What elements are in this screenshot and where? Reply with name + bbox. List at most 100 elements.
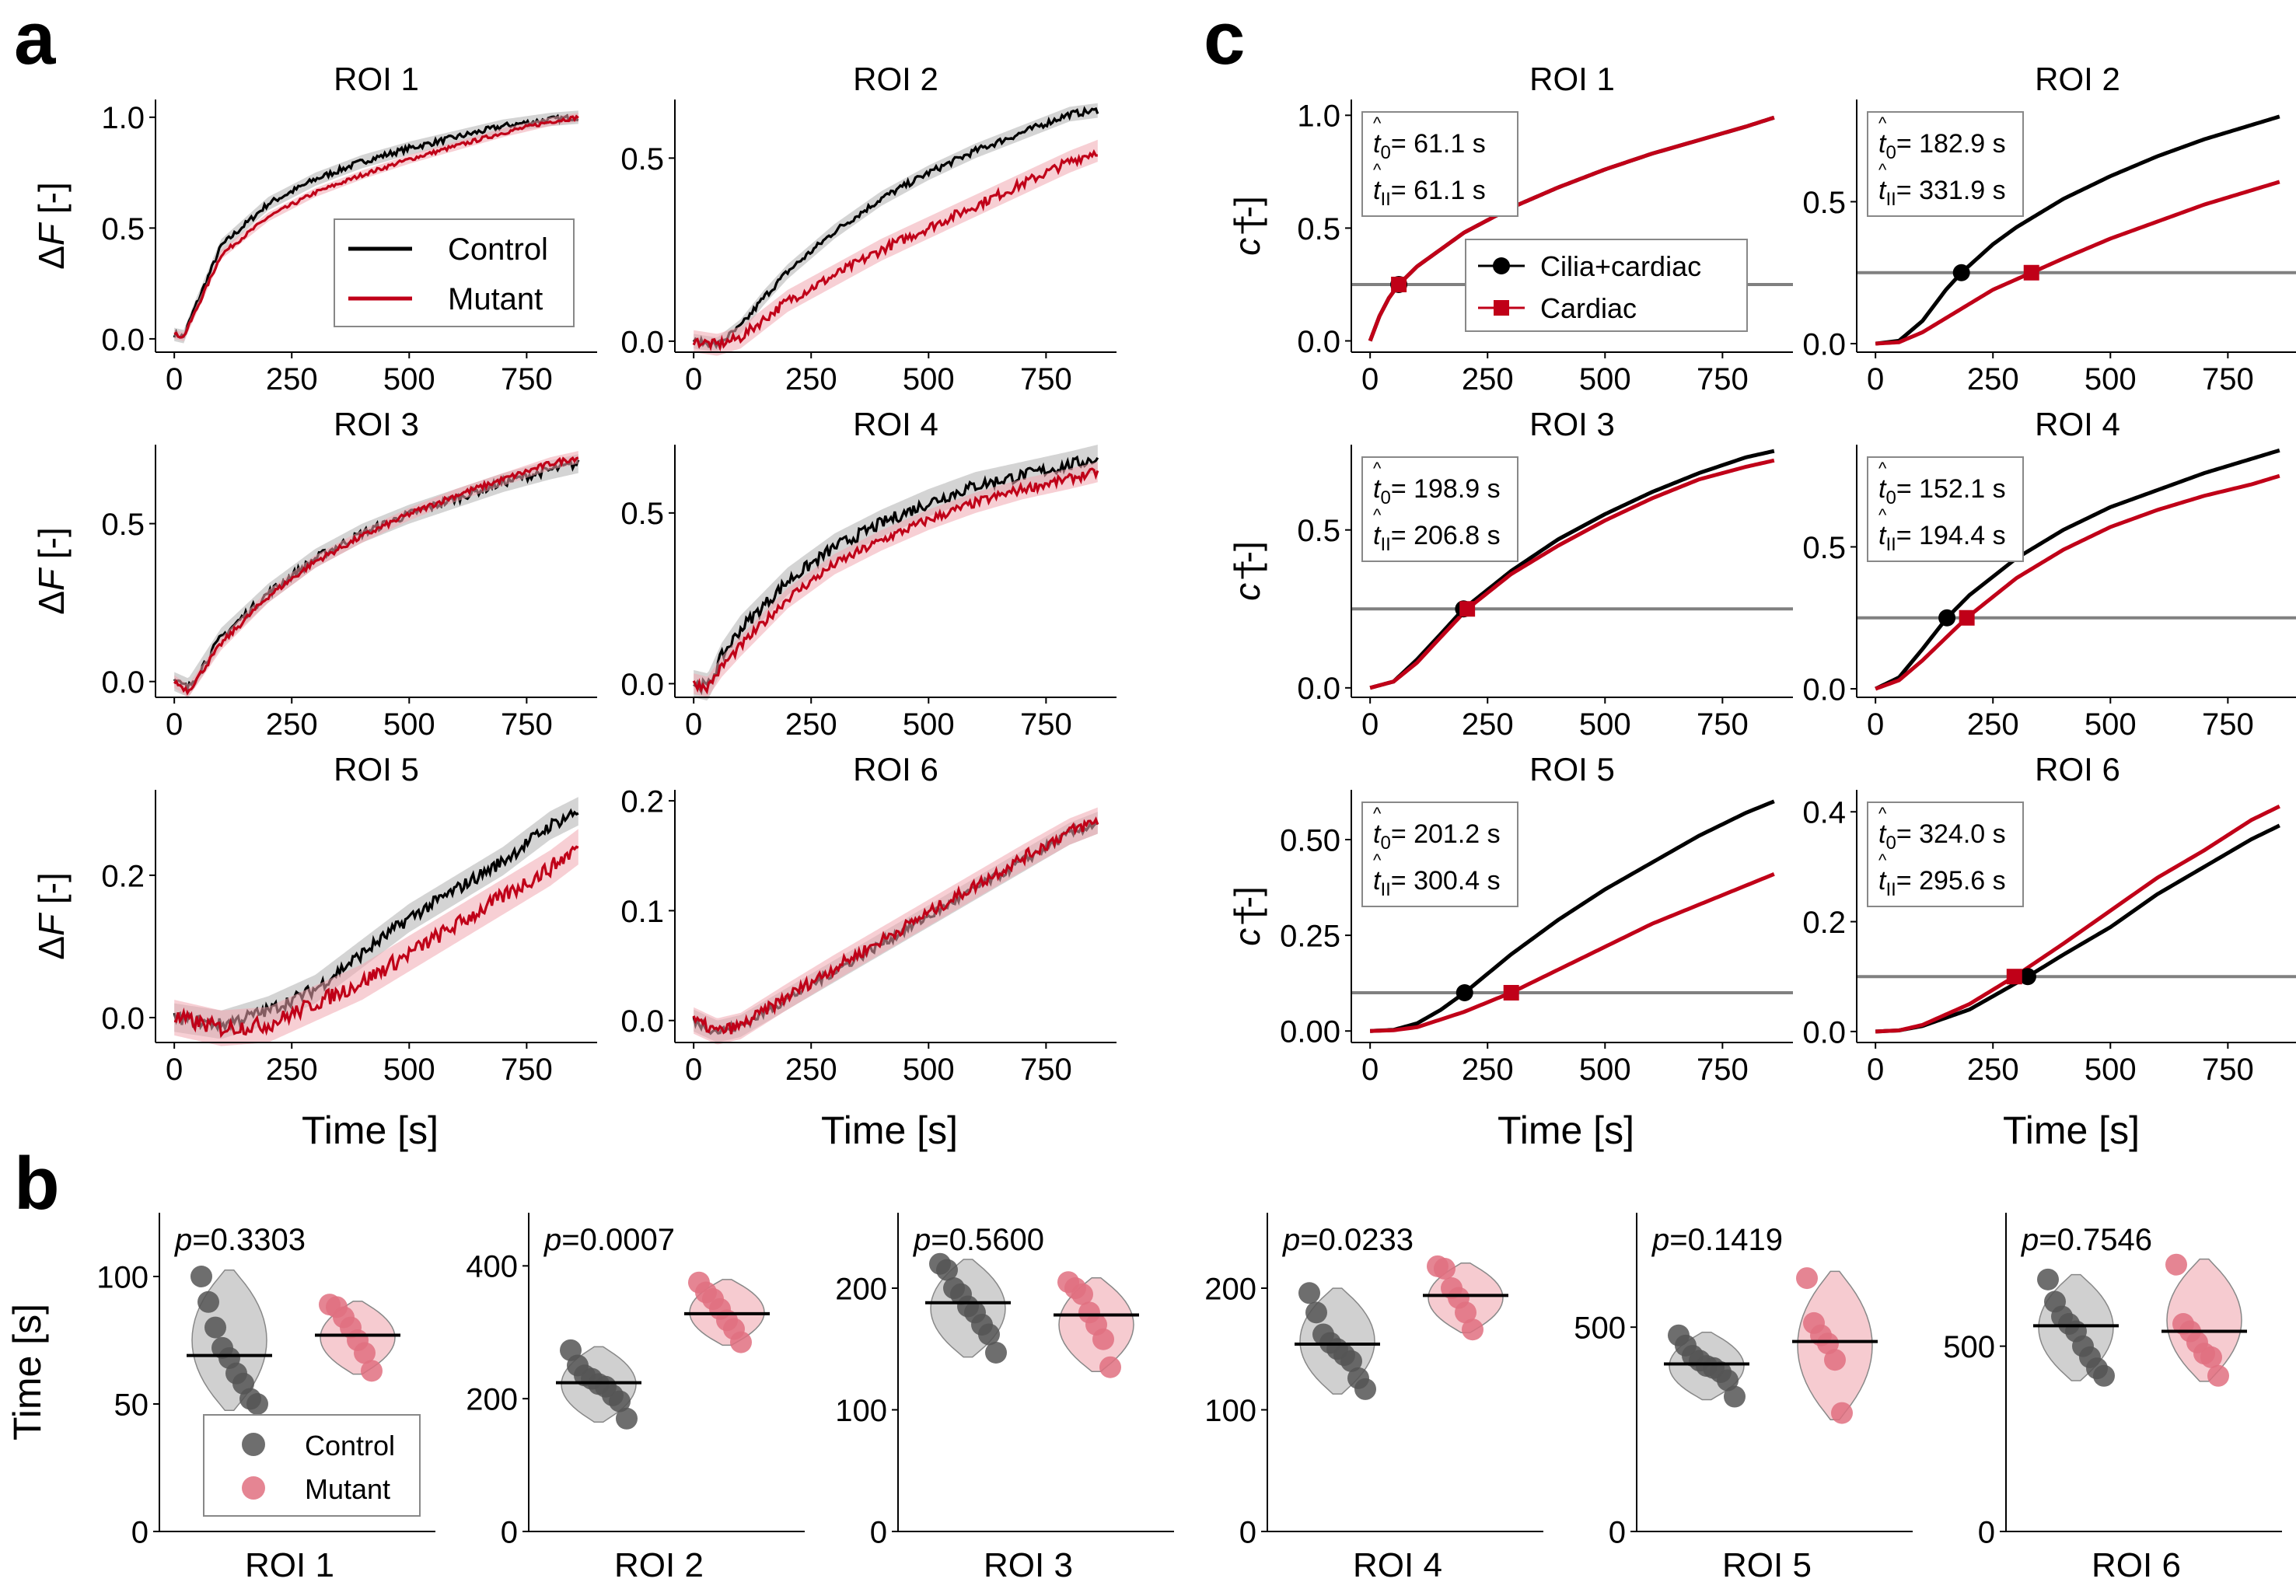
x-tick-label: 750 [2202,1053,2254,1087]
panel-a-subplot-6: ROI 6 0.0 0.1 0.2 0 250 500 750 Time [s] [620,751,1117,1152]
x-tick-label: 250 [266,1053,318,1087]
legend-mutant-dot [242,1476,265,1500]
roi-label: ROI 3 [984,1546,1073,1584]
p-value: p=0.5600 [913,1223,1044,1257]
dot-mutant [1796,1267,1818,1290]
x-tick-label: 0 [166,362,183,396]
y-tick-label: 400 [466,1250,518,1284]
legend-a: Control Mutant [334,218,575,327]
y-tick-label: 0.2 [1802,906,1846,940]
annotation-box [1867,801,2024,907]
panel-label-a: a [14,0,56,80]
line-control [692,106,1099,350]
subplot-title: ROI 6 [853,751,938,788]
panel-a-subplot-3: ROI 3 0.0 0.5 0 250 500 750 ΔF [-] [31,406,597,742]
roi-label: ROI 2 [614,1546,704,1584]
y-tick-label: 200 [1204,1272,1256,1306]
hat-mark: ^ [1373,114,1382,133]
panel-a-subplot-1: ROI 1 0.0 0.5 1.0 0 250 500 750 ΔF [-] [31,61,597,396]
y-tick-label: 0.5 [1802,531,1846,565]
x-tick-label: 750 [2202,362,2254,396]
x-tick-label: 0 [1361,362,1379,396]
line-cardiac [1369,458,1775,690]
y-tick-label: 0.00 [1280,1015,1340,1049]
dot-control [190,1266,212,1287]
hat-mark: ^ [1878,160,1887,180]
roi-label: ROI 6 [2092,1546,2181,1584]
dot-control [246,1393,268,1415]
line-mutant [692,816,1099,1035]
line-cardiac [1875,473,2280,691]
dot-control [2037,1268,2059,1290]
x-tick-label: 250 [1462,362,1514,396]
y-tick-label: 0.0 [1802,1015,1846,1049]
x-tick-label: 500 [1579,362,1631,396]
x-tick-label: 750 [1697,707,1749,742]
panel-b-subplot-2: 0 200 400 p=0.0007 ROI 2 [466,1213,805,1584]
roi-label: ROI 5 [1722,1546,1812,1584]
dot-mutant [2165,1253,2187,1276]
x-tick-label: 250 [1967,362,2019,396]
panel-a-subplot-2: ROI 2 0.0 0.5 0 250 500 750 [620,61,1117,396]
line-cilia [1875,114,2280,346]
marker-cardiac [1391,276,1407,292]
y-tick-label: 500 [1943,1330,1995,1364]
hat-mark: ^ [1878,804,1887,823]
subplot-title: ROI 1 [1529,61,1615,97]
y-tick-label: 0.0 [1297,672,1340,706]
band-mutant [694,461,1098,697]
annotation-box [1867,456,2024,562]
y-tick-label: 0.1 [620,895,664,929]
x-tick-label: 500 [2085,707,2137,742]
dot-control [2093,1364,2115,1387]
y-tick-label: 100 [96,1260,149,1294]
annotation-t0: t0= 201.2 s [1373,819,1501,854]
y-tick-label: 0.4 [1802,796,1846,830]
p-value: p=0.1419 [1651,1223,1783,1257]
x-tick-label: 750 [501,362,553,396]
legend-b: Control Mutant [203,1414,421,1517]
marker-cilia-cardiac [2018,968,2036,986]
x-tick-label: 750 [1697,362,1749,396]
line-cardiac [1368,115,1775,342]
x-tick-label: 500 [383,707,435,742]
hat-mark: ^ [1373,160,1382,180]
annotation-box [1361,801,1518,907]
y-axis-label: ΔF [-] [31,182,72,270]
band-mutant [694,139,1098,356]
annotation-t0: t0= 152.1 s [1878,474,2006,508]
x-axis-label: Time [s] [1497,1109,1634,1152]
dot-control [197,1290,219,1313]
y-axis-label: ΔF [-] [31,872,72,960]
x-tick-label: 0 [1361,1053,1379,1087]
y-axis-label: c [-] [1227,886,1267,946]
panel-label-c: c [1204,0,1245,80]
dot-mutant [1434,1257,1456,1280]
annotation-t0: t0= 324.0 s [1878,819,2006,854]
subplot-title: ROI 1 [334,61,419,97]
x-tick-label: 250 [785,1053,837,1087]
y-tick-label: 0 [870,1515,887,1549]
subplot-title: ROI 2 [2035,61,2120,97]
line-mutant [173,845,579,1039]
subplot-title: ROI 3 [1529,406,1615,442]
annotation-tII: tII= 300.4 s [1373,866,1501,900]
x-tick-label: 0 [685,1053,702,1087]
panel-c-subplot-5: ROI 5t0= 201.2 s^tII= 300.4 s^0.000.250.… [1227,751,1793,1152]
y-tick-label: 0.5 [101,212,145,246]
dot-mutant [1462,1318,1483,1341]
panel-label-b: b [14,1142,60,1225]
annotation-t0: t0= 198.9 s [1373,474,1501,508]
x-tick-label: 500 [1579,707,1631,742]
dot-mutant [2207,1364,2229,1387]
marker-cilia-cardiac [1952,264,1970,281]
x-tick-label: 0 [1867,707,1884,742]
y-tick-label: 0.25 [1280,920,1340,954]
legend-control-label: Control [305,1430,395,1462]
band-control [694,103,1098,352]
legend-frame [1465,239,1748,332]
y-axis-label: c [-] [1227,196,1267,256]
dot-mutant [1071,1283,1093,1305]
line-mutant [692,148,1098,352]
